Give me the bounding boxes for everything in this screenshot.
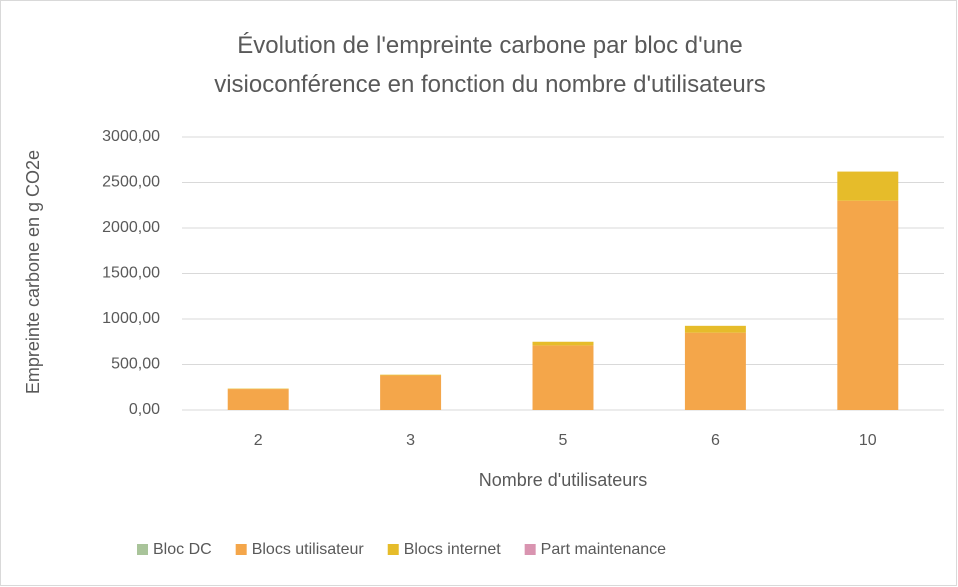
legend-swatch [235,544,247,555]
bar-segment [684,332,746,410]
x-tick-label: 10 [859,432,877,449]
x-tick-label: 3 [406,432,415,449]
y-tick-label: 0,00 [129,401,160,418]
x-tick-label: 2 [254,432,263,449]
bar-segment [532,345,594,410]
y-tick-label: 3000,00 [102,128,160,145]
y-tick-label: 2500,00 [102,174,160,191]
bar-segment [380,375,442,410]
y-tick-label: 1000,00 [102,310,160,327]
chart-title: Évolution de l'empreinte carbone par blo… [214,32,766,98]
bar-segment [380,374,442,376]
x-tick-label: 6 [711,432,720,449]
y-tick-label: 1500,00 [102,265,160,282]
legend-label: Part maintenance [541,541,667,558]
bar-segment [532,341,594,346]
x-tick-label: 5 [559,432,568,449]
legend-swatch [387,544,399,555]
bar-segment [837,171,899,201]
y-axis-title: Empreinte carbone en g CO2e [23,150,43,394]
legend-label: Bloc DC [153,541,212,558]
bar-segment [227,389,289,410]
x-axis-title: Nombre d'utilisateurs [479,470,648,490]
bar-segment [684,325,746,333]
legend-swatch [524,544,536,555]
legend-label: Blocs utilisateur [252,541,365,558]
bar-segment [837,200,899,410]
y-tick-label: 500,00 [111,356,160,373]
legend-label: Blocs internet [404,541,501,558]
legend-swatch [137,544,148,555]
y-tick-label: 2000,00 [102,219,160,236]
